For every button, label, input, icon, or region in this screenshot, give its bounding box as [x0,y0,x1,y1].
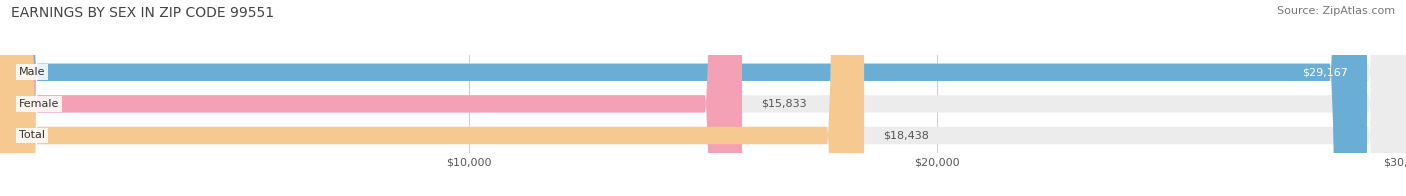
Text: Male: Male [18,67,45,77]
FancyBboxPatch shape [0,0,865,196]
Text: $18,438: $18,438 [883,131,929,141]
Text: Source: ZipAtlas.com: Source: ZipAtlas.com [1277,6,1395,16]
Text: EARNINGS BY SEX IN ZIP CODE 99551: EARNINGS BY SEX IN ZIP CODE 99551 [11,6,274,20]
Text: $15,833: $15,833 [761,99,807,109]
FancyBboxPatch shape [0,0,1367,196]
Text: $29,167: $29,167 [1302,67,1348,77]
Text: Female: Female [18,99,59,109]
Text: Total: Total [18,131,45,141]
FancyBboxPatch shape [0,0,742,196]
